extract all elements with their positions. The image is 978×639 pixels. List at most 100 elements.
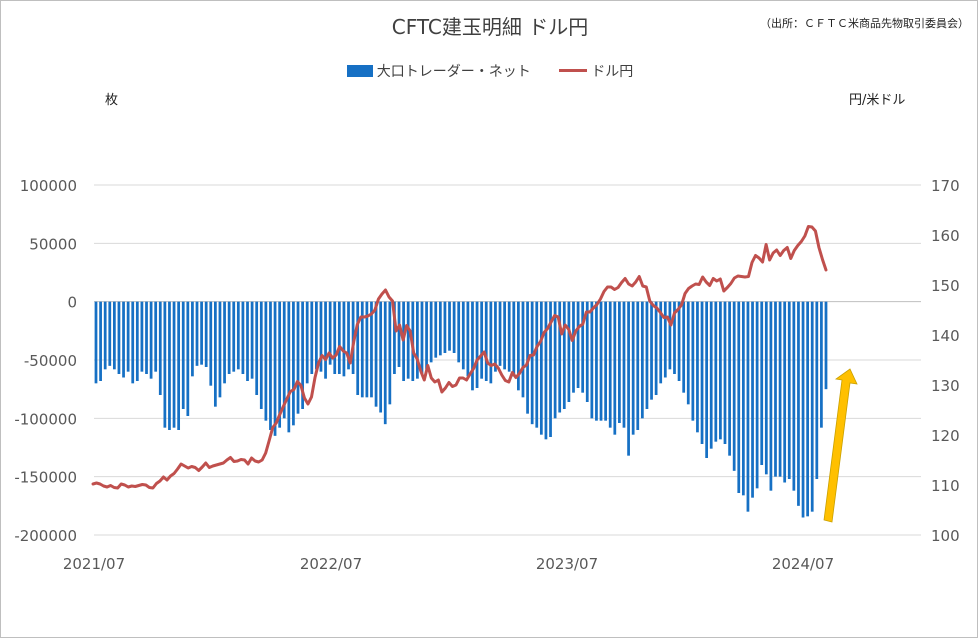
bar (374, 301, 378, 407)
bar (204, 301, 208, 367)
y2-tick-label: 110 (931, 477, 960, 495)
legend-item-bars: 大口トレーダー・ネット (346, 61, 531, 81)
bar (259, 301, 263, 409)
bar (659, 301, 663, 384)
bar (117, 301, 121, 374)
bar (315, 301, 318, 370)
bar (498, 301, 502, 366)
bar (461, 301, 465, 370)
bar (250, 301, 254, 379)
bar (218, 301, 222, 398)
bar (310, 301, 314, 374)
bar (255, 301, 259, 395)
bar (558, 301, 562, 413)
bar (673, 301, 676, 374)
y2-tick-label: 150 (931, 277, 960, 295)
bar (760, 301, 764, 465)
bar (815, 301, 819, 479)
bar (360, 301, 364, 398)
y-tick-label: -100000 (14, 410, 77, 428)
y-tick-label: 0 (67, 294, 77, 312)
source-note: （出所：ＣＦＴＣ米商品先物取引委員会） (760, 17, 969, 30)
bar (337, 301, 341, 374)
bar (131, 301, 135, 384)
x-tick-label: 2023/07 (536, 555, 598, 573)
bar (484, 301, 488, 381)
bar (232, 301, 236, 372)
bar (792, 301, 796, 491)
bar (292, 301, 295, 426)
bar (356, 301, 360, 395)
y-tick-label: 50000 (29, 235, 77, 253)
bar (241, 301, 245, 374)
x-tick-label: 2022/07 (300, 555, 362, 573)
y2-tick-label: 100 (931, 527, 960, 545)
y2-tick-label: 130 (931, 377, 960, 395)
bar (576, 301, 580, 388)
bar (200, 301, 203, 365)
bar (691, 301, 695, 421)
bar (480, 301, 484, 379)
bar (581, 301, 585, 393)
bar (227, 301, 231, 374)
bar (562, 301, 566, 409)
bar (108, 301, 112, 366)
bar (636, 301, 640, 430)
bar (732, 301, 736, 471)
bar (622, 301, 626, 428)
bar (186, 301, 190, 416)
usd-jpy-line (91, 225, 828, 490)
bar (397, 301, 401, 367)
bar (438, 301, 442, 356)
bar (778, 301, 782, 477)
bar (475, 301, 479, 388)
bar (526, 301, 529, 414)
bar (650, 301, 653, 400)
bar (714, 301, 718, 442)
bar (517, 301, 520, 391)
bar (751, 301, 754, 498)
bar (572, 301, 575, 393)
bar (429, 301, 433, 363)
bar (172, 301, 176, 428)
bar (342, 301, 346, 377)
bar (769, 301, 773, 491)
bar (145, 301, 148, 374)
bar (746, 301, 750, 512)
bar (168, 301, 171, 430)
bar (466, 301, 470, 377)
bar (443, 301, 447, 353)
y-tick-label: -150000 (14, 469, 77, 487)
bar (801, 301, 805, 518)
bar (737, 301, 741, 493)
bar (820, 301, 823, 428)
yellow-arrow (823, 368, 858, 523)
bar (553, 301, 557, 419)
bar (236, 301, 240, 370)
bar (296, 301, 300, 414)
bar (599, 301, 603, 421)
bar (663, 301, 667, 378)
bar (631, 301, 635, 435)
bar (549, 301, 552, 437)
bar (797, 301, 800, 506)
bar (613, 301, 617, 435)
bar (640, 301, 644, 419)
bar (618, 301, 621, 423)
bar (824, 301, 828, 390)
bar (209, 301, 213, 386)
bar-series (94, 301, 828, 518)
bar (654, 301, 658, 395)
gridlines (94, 184, 921, 536)
bar (512, 301, 516, 377)
bar (383, 301, 387, 425)
legend-line-label: ドル円 (591, 64, 634, 80)
bar (223, 301, 226, 384)
bar (191, 301, 194, 377)
y-tick-label: -50000 (24, 352, 77, 370)
bar (503, 301, 506, 370)
bar (333, 301, 337, 374)
bar (645, 301, 649, 409)
bar (728, 301, 731, 456)
bar (94, 301, 98, 384)
